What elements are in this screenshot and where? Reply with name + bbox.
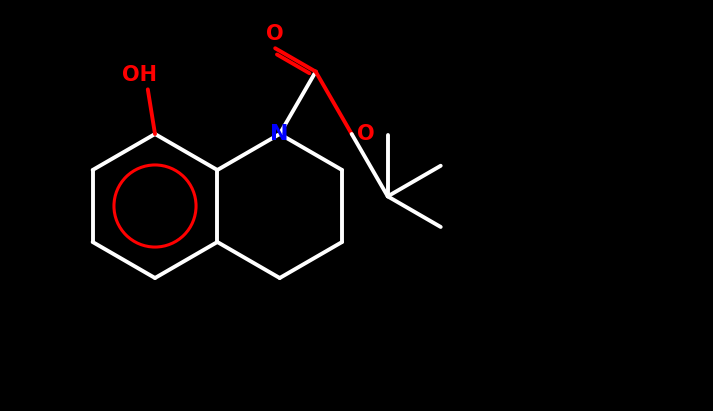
Text: O: O: [267, 24, 284, 44]
Text: OH: OH: [123, 65, 158, 85]
Text: O: O: [356, 124, 374, 144]
Text: N: N: [270, 124, 289, 144]
